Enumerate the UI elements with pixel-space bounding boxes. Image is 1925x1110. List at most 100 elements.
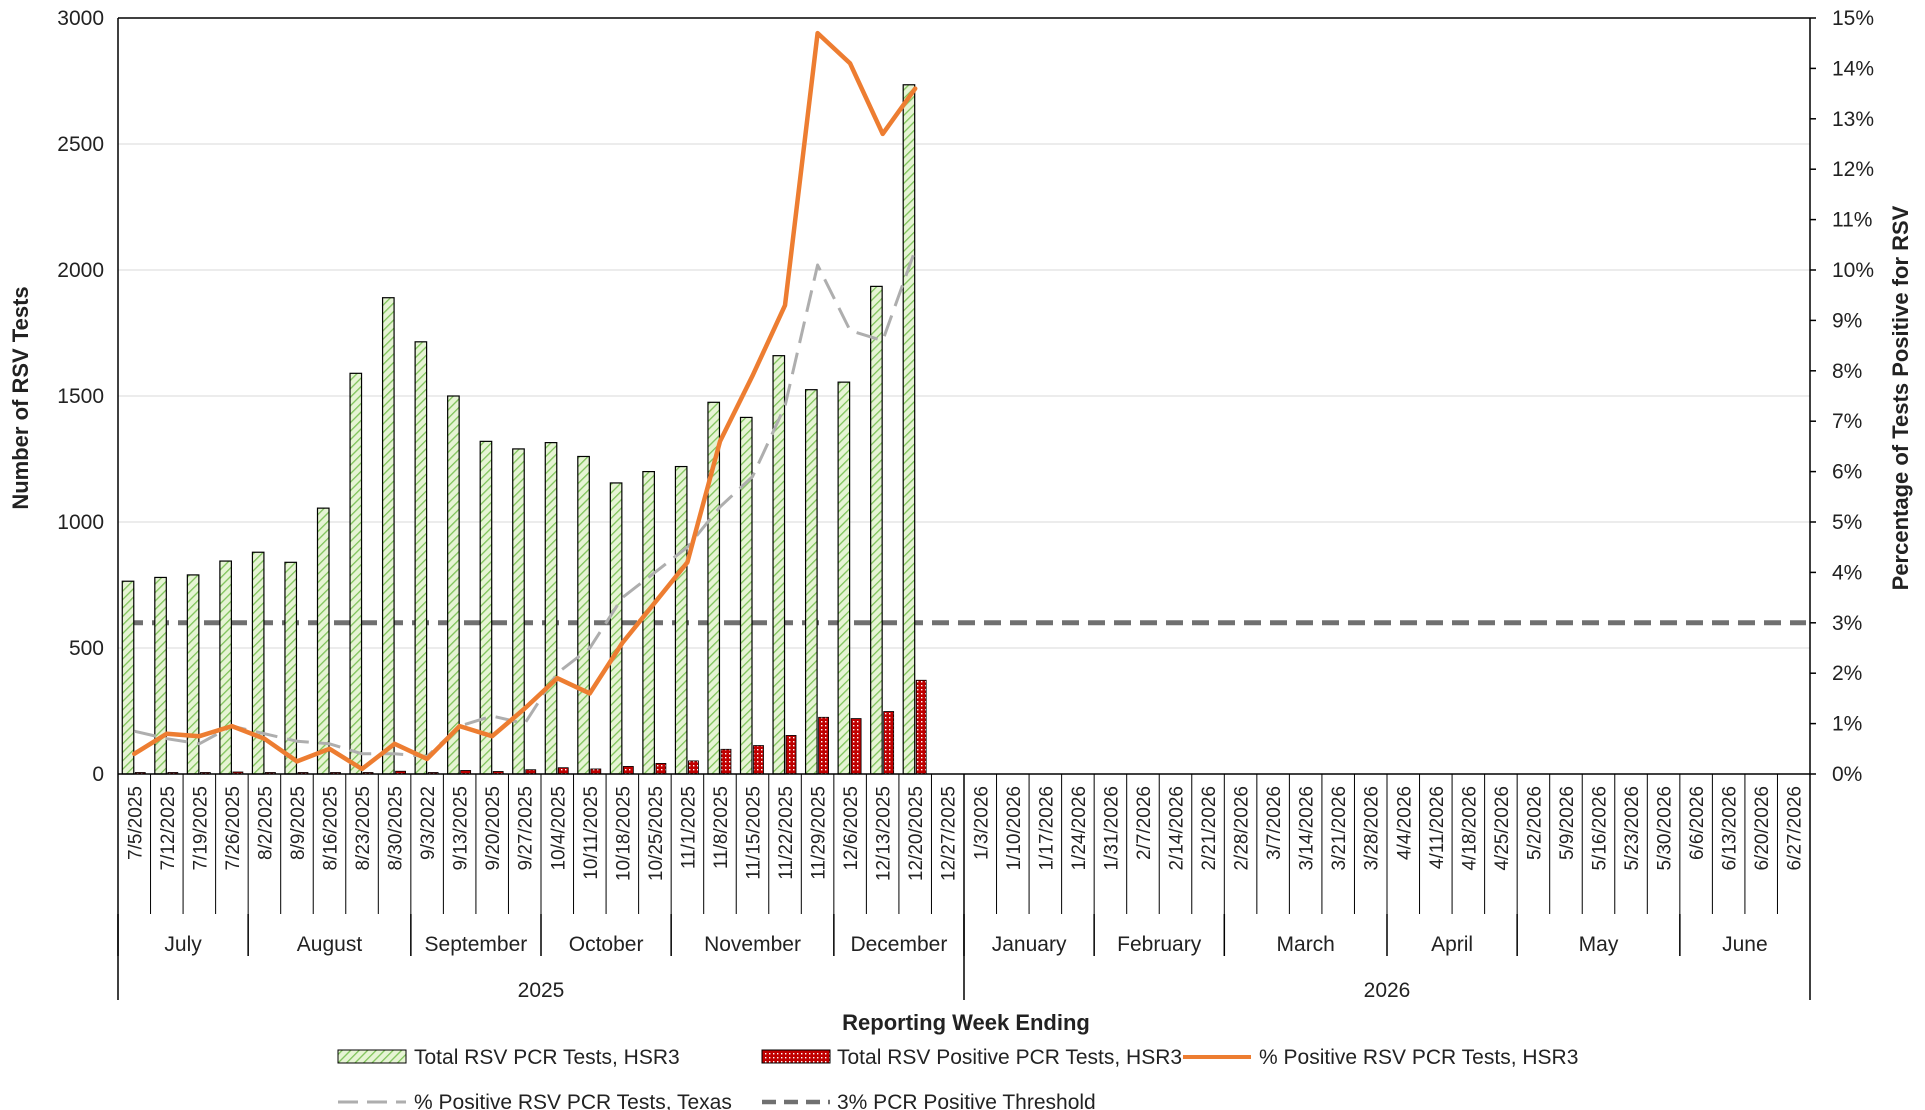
legend-item-hsr3-percent: % Positive RSV PCR Tests, HSR3 [1183, 1046, 1578, 1069]
y2-tick-label: 6% [1832, 461, 1862, 484]
bar-total-tests [381, 297, 395, 775]
x-tick-label: 11/29/2025 [809, 786, 830, 880]
right-y-axis: 0% 1% 2% 3% 4% 5% 6% 7% 8% 9% 10% 11% 12% 13% 14% 15% [1810, 7, 1874, 786]
x-tick-label: 4/4/2026 [1394, 786, 1415, 860]
legend-item-total-tests: Total RSV PCR Tests, HSR3 [337, 1046, 680, 1069]
y2-tick-label: 7% [1832, 410, 1862, 433]
x-tick-label: 6/20/2026 [1752, 786, 1773, 871]
bar-total-tests [837, 381, 851, 775]
bar-layer [121, 84, 927, 775]
y-tick-label: 0 [92, 763, 104, 786]
x-tick-label: 5/16/2026 [1590, 786, 1611, 871]
bar-total-tests [739, 416, 753, 775]
line-hsr3-percent [132, 30, 918, 772]
x-tick-label: 7/5/2025 [125, 786, 146, 860]
bar-positive-tests [915, 679, 927, 775]
x-tick-label: 11/1/2025 [678, 786, 699, 869]
x-tick-label: 5/9/2026 [1557, 786, 1578, 860]
x-tick-label: 12/6/2025 [841, 786, 862, 871]
x-tick-label: 11/15/2025 [744, 786, 765, 880]
y-tick-label: 3000 [57, 7, 104, 30]
x-tick-label: 7/26/2025 [223, 786, 244, 871]
x-tick-label: 2/21/2026 [1199, 786, 1220, 871]
legend-label-hsr3-percent: % Positive RSV PCR Tests, HSR3 [1259, 1046, 1578, 1069]
y2-tick-label: 12% [1832, 158, 1874, 181]
x-tick-label: 12/13/2025 [874, 786, 895, 881]
bar-total-tests [479, 440, 493, 775]
bar-positive-tests [818, 716, 829, 775]
y2-tick-label: 2% [1832, 662, 1862, 685]
bar-total-tests [512, 448, 525, 775]
line-layer [132, 30, 918, 772]
month-label: May [1579, 933, 1619, 956]
x-tick-label: 9/27/2025 [516, 786, 537, 871]
bar-positive-tests [557, 767, 569, 775]
x-tick-label: 12/27/2025 [939, 786, 960, 881]
x-tick-label: 8/9/2025 [288, 786, 309, 860]
month-label: January [992, 933, 1067, 956]
x-tick-label: 9/3/2022 [418, 786, 439, 860]
x-tick-label: 1/24/2026 [1069, 786, 1090, 871]
x-tick-label: 1/17/2026 [1036, 786, 1057, 871]
x-tick-label: 8/2/2025 [255, 786, 276, 860]
y-tick-label: 500 [69, 637, 104, 660]
bar-total-tests [251, 551, 265, 775]
bar-total-tests [414, 341, 428, 775]
y2-tick-label: 14% [1832, 57, 1874, 80]
month-label: March [1277, 933, 1335, 956]
bar-positive-tests [785, 735, 797, 775]
month-label: September [425, 933, 528, 956]
y-tick-label: 1000 [57, 511, 104, 534]
y2-axis-title: Percentage of Tests Positive for RSV [1888, 205, 1913, 590]
x-tick-label: 8/23/2025 [353, 786, 374, 871]
y2-tick-label: 3% [1832, 612, 1862, 635]
bar-total-tests [642, 471, 655, 775]
x-tick-label: 3/7/2026 [1264, 786, 1285, 860]
legend-item-positive-tests: Total RSV Positive PCR Tests, HSR3 [761, 1046, 1182, 1069]
bar-total-tests [544, 442, 558, 775]
x-tick-label: 10/18/2025 [613, 786, 634, 881]
legend-label-threshold: 3% PCR Positive Threshold [837, 1091, 1096, 1110]
bar-total-tests [870, 285, 883, 775]
x-tick-label: 10/25/2025 [646, 786, 667, 881]
x-tick-label: 3/21/2026 [1329, 786, 1350, 871]
y2-tick-label: 9% [1832, 309, 1862, 332]
legend-label-positive-tests: Total RSV Positive PCR Tests, HSR3 [837, 1046, 1182, 1069]
legend-item-texas-percent: % Positive RSV PCR Tests, Texas [338, 1091, 732, 1110]
y2-tick-label: 8% [1832, 360, 1862, 383]
x-tick-label: 7/12/2025 [158, 786, 179, 871]
bar-total-tests [804, 389, 818, 775]
y2-tick-label: 1% [1832, 713, 1862, 736]
bar-total-tests [219, 560, 232, 775]
legend: Total RSV PCR Tests, HSR3 Total RSV Posi… [337, 1046, 1578, 1110]
x-tick-label: 5/23/2026 [1622, 786, 1643, 871]
bar-total-tests [349, 372, 363, 775]
month-label: October [569, 933, 644, 956]
x-tick-label: 4/18/2026 [1459, 786, 1480, 871]
bar-total-tests [902, 84, 916, 775]
month-label: November [704, 933, 801, 956]
legend-swatch-total-tests [337, 1049, 407, 1064]
x-tick-label: 9/20/2025 [483, 786, 504, 871]
x-tick-label: 8/30/2025 [386, 786, 407, 871]
bar-positive-tests [883, 711, 895, 775]
x-tick-label: 10/11/2025 [581, 786, 602, 880]
year-label: 2026 [1364, 979, 1411, 1002]
bar-positive-tests [753, 745, 764, 775]
month-label: July [164, 933, 202, 956]
bar-positive-tests [590, 768, 602, 775]
y2-tick-label: 13% [1832, 108, 1874, 131]
x-tick-label: 4/11/2026 [1427, 786, 1448, 869]
x-tick-label: 6/13/2026 [1720, 786, 1741, 871]
y-tick-label: 2500 [57, 133, 104, 156]
x-tick-label: 1/10/2026 [1004, 786, 1025, 871]
bar-total-tests [674, 465, 688, 775]
bar-total-tests [316, 507, 330, 775]
x-tick-label: 1/31/2026 [1101, 786, 1122, 871]
year-label: 2025 [518, 979, 565, 1002]
bar-positive-tests [655, 763, 667, 775]
x-tick-label: 6/6/2026 [1687, 786, 1708, 860]
x-tick-label: 11/22/2025 [776, 786, 797, 880]
legend-item-threshold: 3% PCR Positive Threshold [762, 1091, 1096, 1110]
